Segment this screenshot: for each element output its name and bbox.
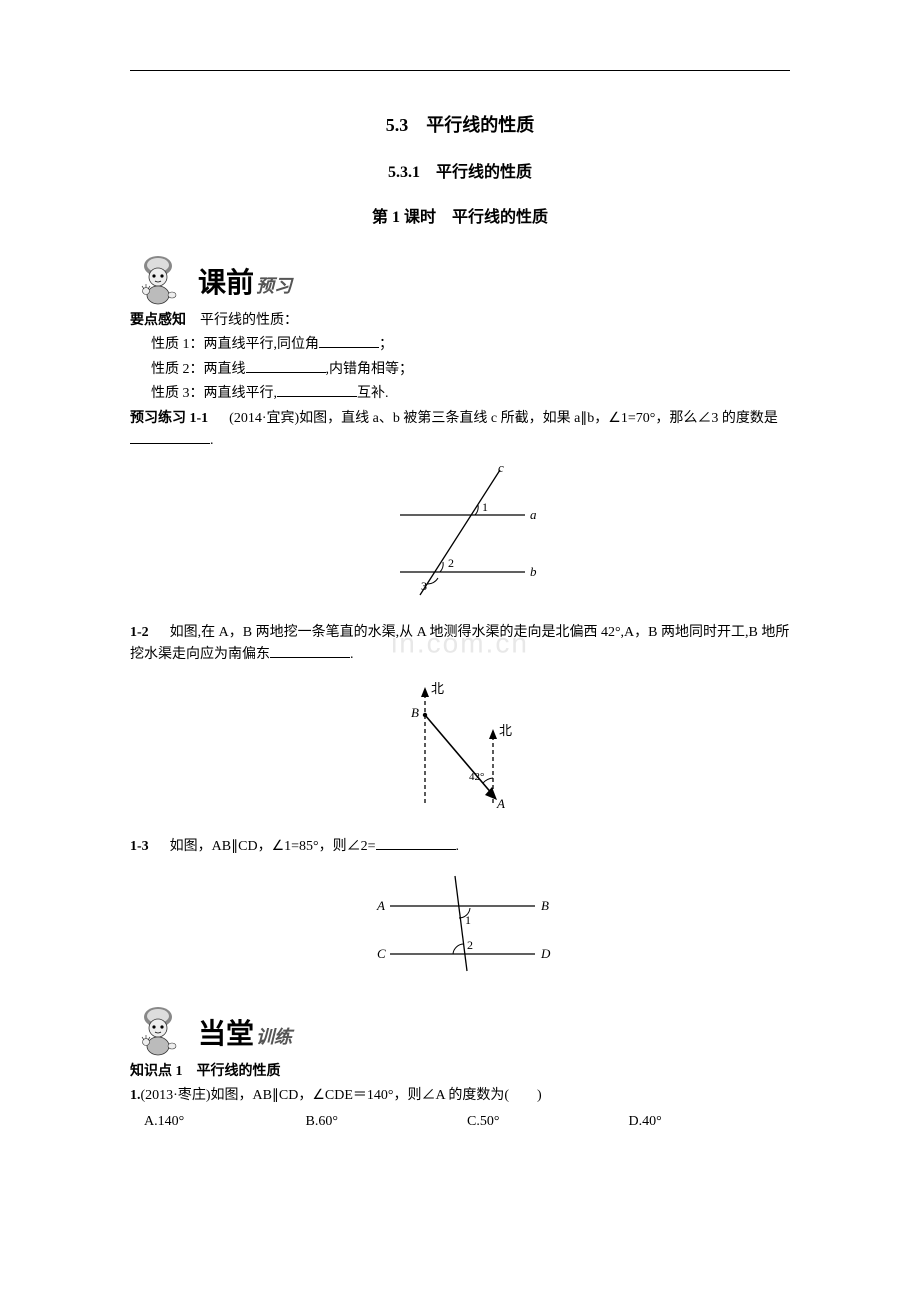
exercise-1-3: 1-3 如图，AB∥CD，∠1=85°，则∠2=. [130,836,790,858]
option-b: B.60° [306,1111,468,1133]
svg-text:a: a [530,507,537,522]
svg-text:3: 3 [421,579,427,593]
preview-banner: 课前 预习 [130,251,790,306]
blank [246,359,326,373]
question-1: 1.(2013·枣庄)如图，AB∥CD，∠CDE＝140°，则∠A 的度数为( … [130,1085,790,1107]
property-2: 性质 2：两直线,内错角相等； [130,359,790,381]
title-lesson: 第 1 课时 平行线的性质 [130,205,790,231]
banner-small-text: 预习 [256,272,292,301]
svg-text:A: A [376,898,385,913]
svg-text:B: B [541,898,549,913]
svg-text:1: 1 [465,913,471,927]
svg-text:b: b [530,564,537,579]
banner-big-text: 课前 [198,261,254,306]
blank [319,334,379,348]
svg-text:C: C [377,946,386,961]
question-text: (2013·枣庄)如图，AB∥CD，∠CDE＝140°，则∠A 的度数为( ) [141,1088,542,1103]
mascot-icon [130,251,190,306]
svg-text:B: B [411,705,419,720]
svg-text:北: 北 [499,723,512,738]
blank [270,644,350,658]
banner-text: 课前 预习 [198,261,292,306]
svg-text:D: D [540,946,551,961]
svg-text:42°: 42° [469,771,484,783]
property-1: 性质 1：两直线平行,同位角； [130,334,790,356]
question-1-options: A.140° B.60° C.50° D.40° [130,1111,790,1133]
keypoint-label: 要点感知 [130,313,186,328]
figure-1-3: A B C D 1 2 [130,866,790,989]
header-rule [130,70,790,71]
svg-text:北: 北 [431,681,444,696]
property-3: 性质 3：两直线平行,互补. [130,383,790,405]
banner-big-text: 当堂 [198,1012,254,1057]
exercise-1-1: 预习练习 1-1 (2014·宜宾)如图，直线 a、b 被第三条直线 c 所截，… [130,408,790,453]
exercise-text: 如图，AB∥CD，∠1=85°，则∠2= [170,839,376,854]
svg-text:2: 2 [448,556,454,570]
title-sub: 5.3.1 平行线的性质 [130,160,790,186]
exercise-label: 1-2 [130,625,149,640]
svg-text:A: A [496,796,505,811]
knowledge-point-1: 知识点 1 平行线的性质 [130,1061,790,1083]
svg-text:2: 2 [467,938,473,952]
figure-1-2: 北 北 B A 42° [130,675,790,828]
exercise-1-2: 1-2 如图,在 A，B 两地挖一条笔直的水渠,从 A 地测得水渠的走向是北偏西… [130,622,790,667]
svg-text:1: 1 [482,500,488,514]
title-main: 5.3 平行线的性质 [130,111,790,140]
keypoint-heading: 要点感知 平行线的性质： [130,310,790,332]
option-a: A.140° [144,1111,306,1133]
svg-text:c: c [498,460,504,475]
blank [277,383,357,397]
mascot-icon [130,1002,190,1057]
blank [130,430,210,444]
option-d: D.40° [629,1111,791,1133]
blank [376,836,456,850]
exercise-label: 1-3 [130,839,149,854]
watermark-area: in.com.cn 1-2 如图,在 A，B 两地挖一条笔直的水渠,从 A 地测… [130,622,790,667]
figure-1-1: a b c 1 2 3 [130,460,790,613]
keypoint-tail: 平行线的性质： [186,313,298,328]
training-banner: 当堂 训练 [130,1002,790,1057]
banner-text: 当堂 训练 [198,1012,292,1057]
banner-small-text: 训练 [256,1023,292,1052]
option-c: C.50° [467,1111,629,1133]
exercise-text: 如图,在 A，B 两地挖一条笔直的水渠,从 A 地测得水渠的走向是北偏西 42°… [130,625,789,662]
question-label: 1. [130,1088,141,1103]
exercise-label: 预习练习 1-1 [130,411,208,426]
exercise-text: (2014·宜宾)如图，直线 a、b 被第三条直线 c 所截，如果 a∥b，∠1… [229,411,778,426]
